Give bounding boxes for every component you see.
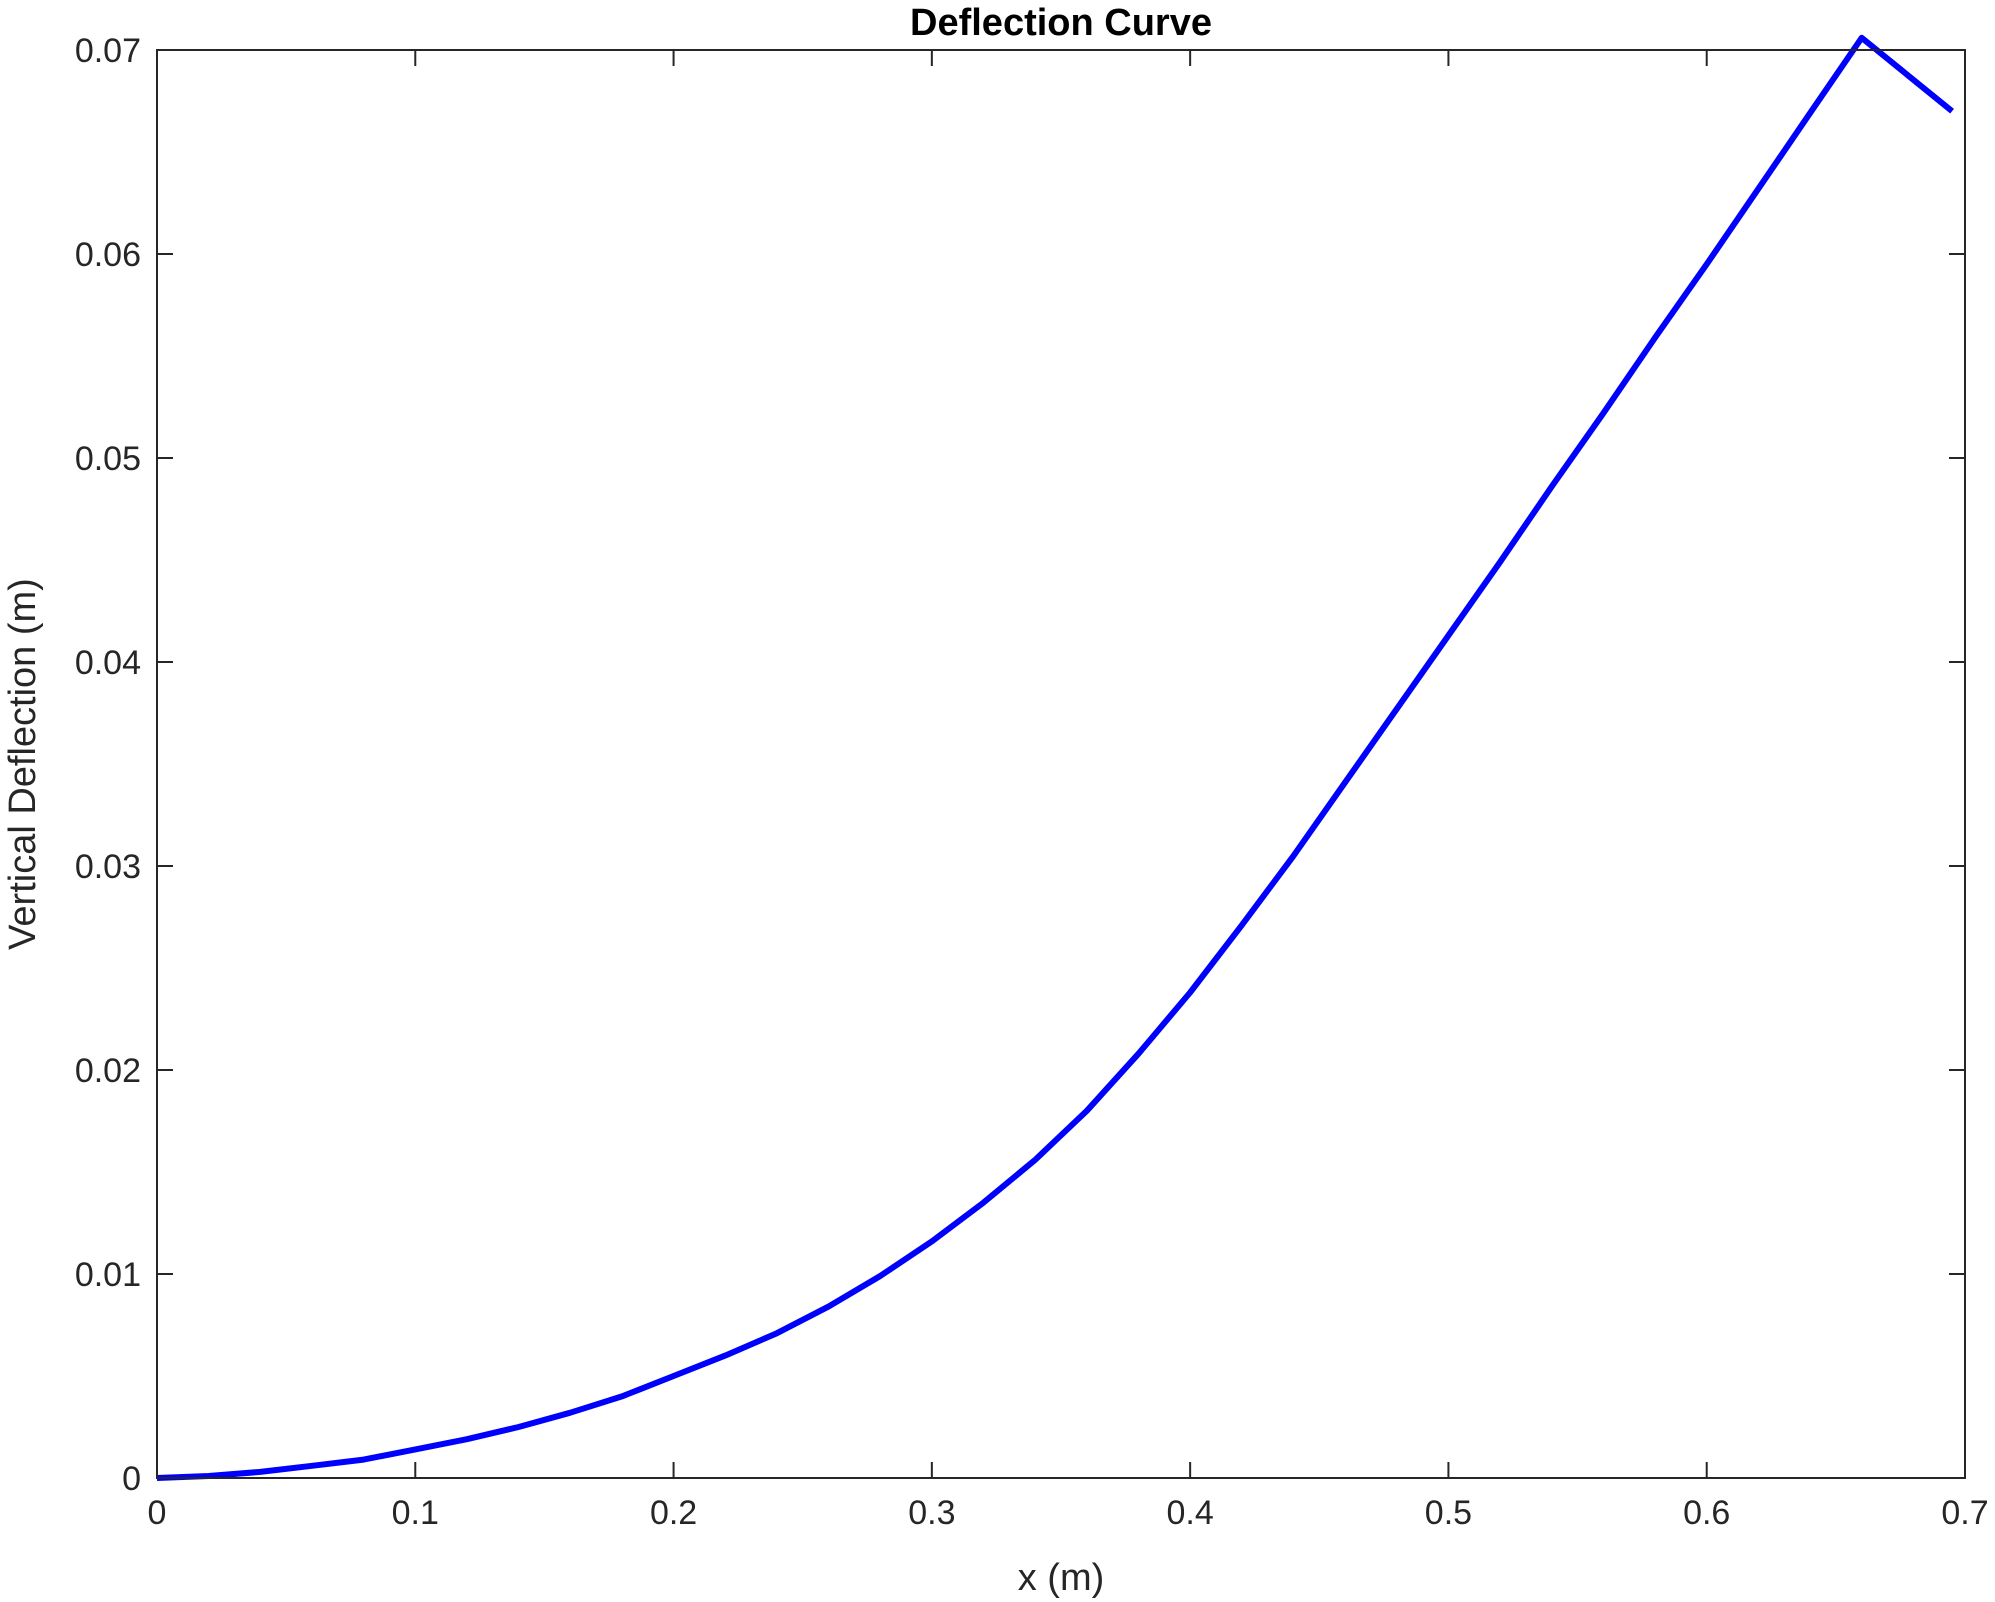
plot-frame [156, 49, 1966, 1479]
y-tick-label: 0.03 [75, 848, 141, 886]
x-tick-label: 0.1 [392, 1494, 439, 1532]
y-tick-label: 0.04 [75, 644, 141, 682]
x-tick-label: 0.7 [1941, 1494, 1988, 1532]
series-layer [156, 34, 1954, 1481]
x-tick-label: 0.4 [1167, 1494, 1214, 1532]
y-tick-label: 0.06 [75, 236, 141, 274]
y-tick-label: 0.05 [75, 440, 141, 478]
x-axis-title: x (m) [1018, 1557, 1105, 1599]
chart-title: Deflection Curve [910, 2, 1212, 44]
series-line-deflection [156, 34, 1954, 1481]
x-tick-label: 0 [148, 1494, 167, 1532]
x-tick-label: 0.6 [1683, 1494, 1730, 1532]
y-tick-label: 0.01 [75, 1256, 141, 1294]
y-tick-label: 0 [122, 1460, 141, 1498]
labels-layer: 0 0.1 0.2 0.3 0.4 0.5 0.6 0.7 0 0.01 0.02 0.03 0.04 0… [75, 32, 1989, 1532]
y-tick-label: 0.02 [75, 1052, 141, 1090]
plot-background [157, 50, 1965, 1478]
x-tick-label: 0.3 [908, 1494, 955, 1532]
y-tick-label: 0.07 [75, 32, 141, 70]
y-axis-title: Vertical Deflection (m) [2, 578, 44, 950]
x-tick-label: 0.2 [650, 1494, 697, 1532]
x-tick-label: 0.5 [1425, 1494, 1472, 1532]
